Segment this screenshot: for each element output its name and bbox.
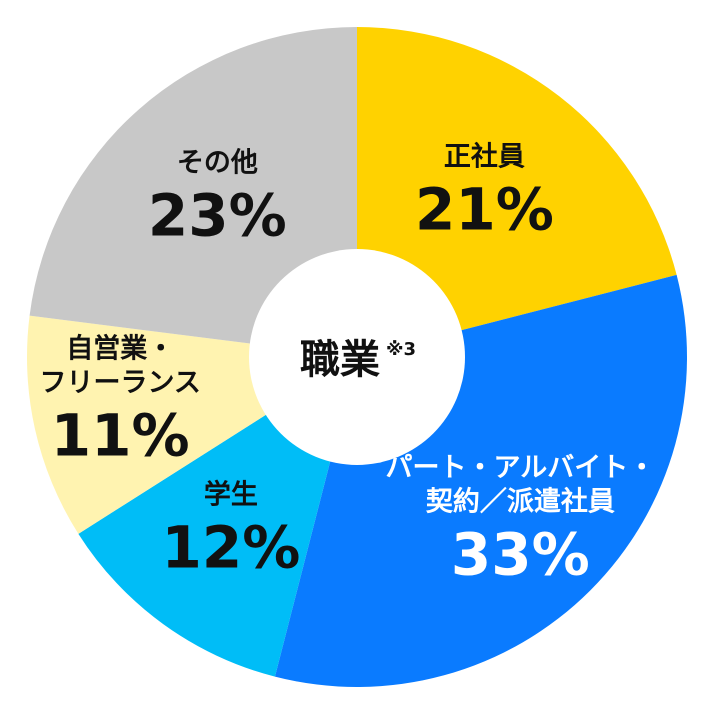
slice-category-label: その他 <box>177 148 258 179</box>
slice-category-label: パート・アルバイト・ <box>385 452 655 483</box>
slice-category-label: 正社員 <box>444 141 525 173</box>
slice-0 <box>357 27 677 357</box>
slice-value-label: 21% <box>415 176 554 244</box>
slice-value-label: 23% <box>148 182 287 250</box>
slice-4 <box>29 27 358 357</box>
slice-category-label: 契約／派遣社員 <box>426 485 615 517</box>
slice-category-label: 学生 <box>204 479 258 511</box>
slice-value-label: 33% <box>451 520 590 588</box>
slice-value-label: 11% <box>51 401 190 469</box>
center-note: ※3 <box>386 339 416 360</box>
slice-category-label: フリーランス <box>39 367 200 398</box>
center-title: 職業 <box>300 337 380 383</box>
slice-category-label: 自営業・ <box>66 332 174 364</box>
donut-hole <box>249 249 465 465</box>
slice-value-label: 12% <box>162 514 301 582</box>
donut-labels: 正社員21%パート・アルバイト・契約／派遣社員33%学生12%自営業・フリーラン… <box>39 141 655 589</box>
